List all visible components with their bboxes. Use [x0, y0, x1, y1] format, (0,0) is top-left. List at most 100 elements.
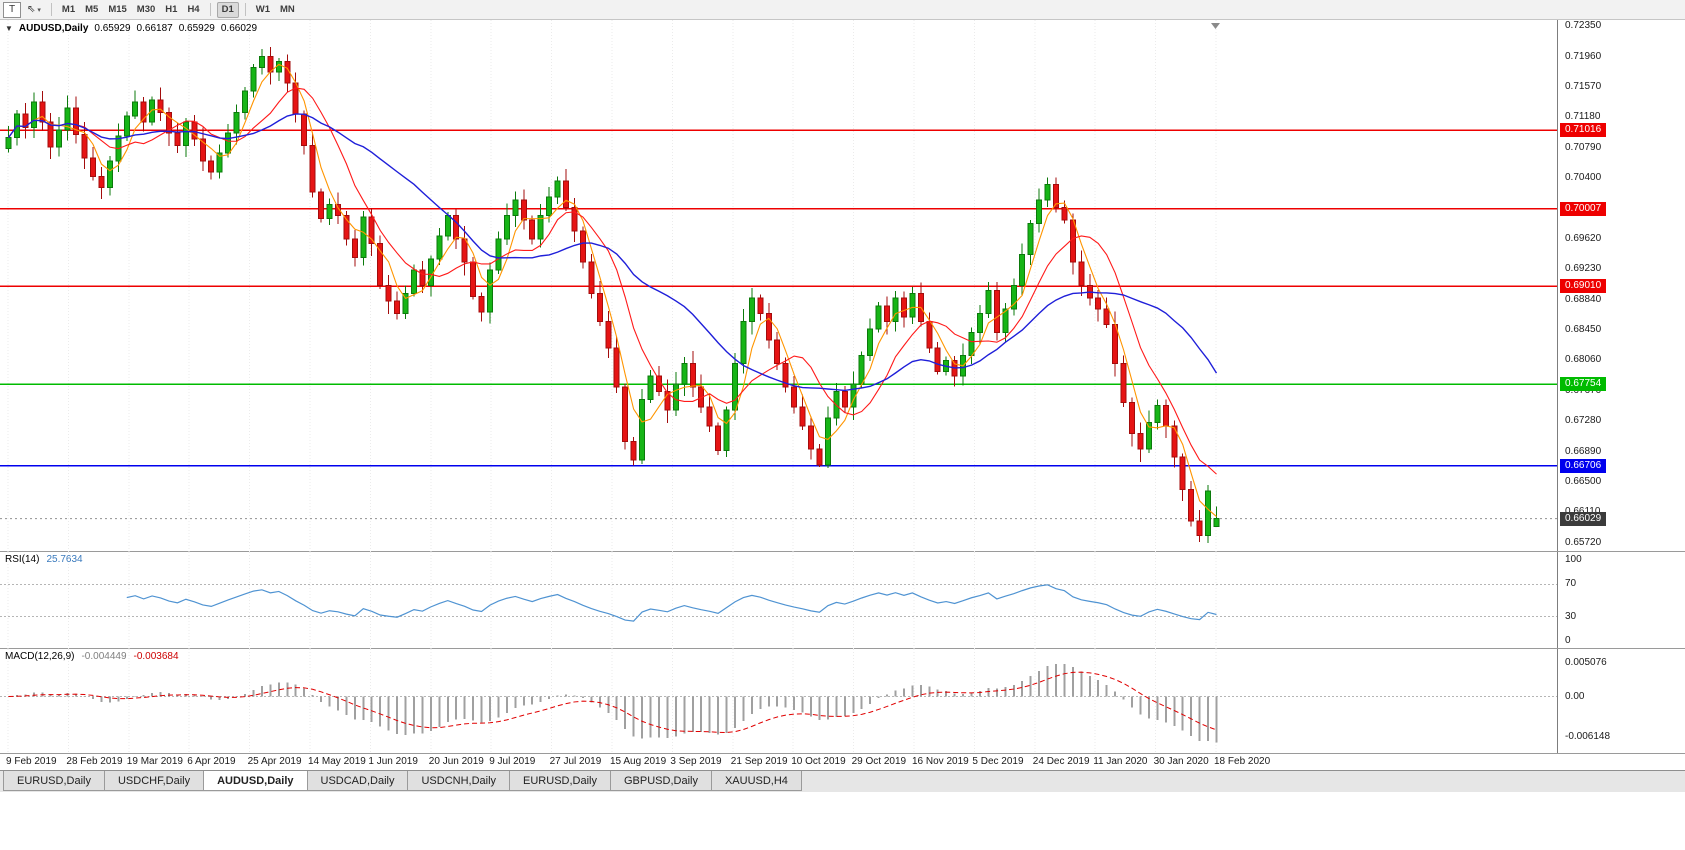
rsi-name: RSI(14) [5, 554, 40, 565]
ma-mid-red [8, 87, 1217, 475]
timeframe-group: M1 M5 M15 M30 H1 H4 D1 W1 MN [58, 1, 299, 18]
timeframe-button-mn[interactable]: MN [280, 4, 295, 15]
symbol-period-label: AUDUSD,Daily [18, 23, 89, 34]
macd-indicator-panel[interactable]: 0.005076 0.00 -0.006148 MACD(12,26,9) -0.0… [0, 649, 1685, 754]
rsi-axis-label: 100 [1565, 554, 1582, 565]
date-axis-label: 5 Dec 2019 [972, 756, 1024, 767]
price-axis-label: 0.66500 [1565, 475, 1602, 487]
macd-svg[interactable] [0, 649, 1557, 754]
timeframe-button-h4[interactable]: H4 [187, 4, 200, 15]
timeframe-button-m30[interactable]: M30 [136, 4, 156, 15]
price-axis-label: 0.72350 [1565, 20, 1602, 32]
chart-window: 0.72350 0.71960 0.71570 0.71180 0.70790 0.704… [0, 20, 1685, 770]
macd-label: MACD(12,26,9) -0.004449 -0.003684 [5, 651, 179, 662]
date-axis-label: 16 Nov 2019 [912, 756, 969, 767]
macd-axis-label: 0.00 [1565, 690, 1585, 702]
date-axis-label: 9 Jul 2019 [489, 756, 536, 767]
tab-usdcad-daily[interactable]: USDCAD,Daily [306, 771, 409, 791]
time-axis: 9 Feb 2019 28 Feb 2019 19 Mar 2019 6 Apr 20… [0, 754, 1685, 770]
low-value: 0.65929 [178, 23, 215, 34]
macd-plot[interactable] [0, 649, 1557, 754]
macd-signal-line [8, 671, 1217, 733]
price-axis-label: 0.70790 [1565, 141, 1602, 153]
high-value: 0.66187 [136, 23, 173, 34]
price-axis-label: 0.69230 [1565, 263, 1602, 275]
tab-eurusd-daily[interactable]: EURUSD,Daily [509, 771, 611, 791]
collapse-caret-icon[interactable]: ▼ [5, 24, 13, 33]
timeframe-button-m15[interactable]: M15 [108, 4, 127, 15]
current-price-badge: 0.66029 [1560, 511, 1607, 526]
level-price-badge: 0.70007 [1560, 201, 1607, 216]
timeframe-button-m1[interactable]: M1 [61, 4, 76, 15]
price-axis-label: 0.70400 [1565, 172, 1602, 184]
date-axis-label: 29 Oct 2019 [851, 756, 907, 767]
rsi-indicator-panel[interactable]: 100 70 30 0 RSI(14) 25.7634 [0, 552, 1685, 649]
cursor-tool-button[interactable]: ⇖ ▾ [23, 2, 45, 18]
tab-audusd-daily[interactable]: AUDUSD,Daily [203, 771, 308, 791]
toolbar-separator [244, 3, 246, 16]
price-axis-label: 0.71180 [1565, 111, 1601, 123]
level-price-badge: 0.66706 [1560, 458, 1607, 473]
price-axis: 0.72350 0.71960 0.71570 0.71180 0.70790 0.704… [1557, 20, 1685, 551]
date-axis-label: 28 Feb 2019 [66, 756, 123, 767]
top-toolbar: T ⇖ ▾ M1 M5 M15 M30 H1 H4 D1 W1 MN [0, 0, 1685, 20]
level-price-badge: 0.67754 [1560, 377, 1607, 392]
price-axis-label: 0.67280 [1565, 415, 1602, 427]
tab-gbpusd-daily[interactable]: GBPUSD,Daily [610, 771, 712, 791]
price-chart-panel[interactable]: 0.72350 0.71960 0.71570 0.71180 0.70790 0.704… [0, 20, 1685, 552]
rsi-line [126, 584, 1217, 622]
timeframe-button-h1[interactable]: H1 [165, 4, 178, 15]
tab-eurusd-daily[interactable]: EURUSD,Daily [3, 771, 105, 791]
rsi-plot[interactable] [0, 552, 1557, 649]
date-axis-label: 19 Mar 2019 [126, 756, 183, 767]
close-value: 0.66029 [220, 23, 258, 34]
date-axis-label: 9 Feb 2019 [6, 756, 57, 767]
date-axis-label: 24 Dec 2019 [1032, 756, 1090, 767]
date-axis-label: 11 Jan 2020 [1093, 756, 1148, 767]
date-axis-label: 21 Sep 2019 [730, 756, 788, 767]
tab-usdcnh-daily[interactable]: USDCNH,Daily [407, 771, 511, 791]
price-axis-label: 0.68840 [1565, 293, 1602, 305]
level-price-badge: 0.69010 [1560, 279, 1607, 294]
price-axis-label: 0.71960 [1565, 50, 1602, 62]
ma-fast-orange [8, 63, 1217, 517]
toolbar-separator [50, 3, 52, 16]
timeframe-button-w1[interactable]: W1 [255, 4, 270, 15]
rsi-svg[interactable] [0, 552, 1557, 649]
ma-slow-blue [7, 113, 1218, 392]
date-axis-label: 15 Aug 2019 [610, 756, 667, 767]
macd-axis: 0.005076 0.00 -0.006148 [1557, 649, 1685, 753]
macd-value: -0.004449 [81, 651, 127, 662]
macd-axis-label: 0.005076 [1565, 657, 1607, 669]
price-axis-label: 0.68450 [1565, 324, 1602, 335]
timeframe-button-d1[interactable]: D1 [216, 1, 239, 18]
price-chart-svg[interactable] [0, 20, 1557, 552]
rsi-value: 25.7634 [46, 554, 83, 565]
macd-name: MACD(12,26,9) [5, 651, 75, 662]
date-axis-label: 18 Feb 2020 [1214, 756, 1271, 767]
cursor-icon: ⇖ [27, 4, 36, 15]
chart-tab-bar: EURUSD,Daily USDCHF,Daily AUDUSD,Daily USDC… [0, 770, 1685, 792]
date-axis-label: 25 Apr 2019 [247, 756, 302, 767]
toolbar-separator [209, 3, 211, 16]
dropdown-caret-icon: ▾ [37, 6, 41, 14]
date-axis-label: 14 May 2019 [308, 756, 366, 767]
open-value: 0.65929 [94, 23, 131, 34]
tab-xauusd-h4[interactable]: XAUUSD,H4 [710, 771, 802, 791]
chart-ohlc-header: ▼ AUDUSD,Daily 0.65929 0.66187 0.65929 0… [5, 23, 257, 34]
date-axis-label: 30 Jan 2020 [1153, 756, 1209, 767]
date-axis-label: 20 Jun 2019 [428, 756, 484, 767]
candles [5, 47, 1220, 544]
price-axis-label: 0.69620 [1565, 232, 1602, 244]
timeframe-button-m5[interactable]: M5 [85, 4, 99, 15]
price-plot[interactable] [0, 20, 1557, 552]
text-tool-button[interactable]: T [3, 1, 21, 18]
tab-usdchf-daily[interactable]: USDCHF,Daily [103, 771, 205, 791]
date-axis-label: 10 Oct 2019 [791, 756, 846, 767]
rsi-axis-label: 30 [1565, 610, 1577, 622]
price-axis-label: 0.66890 [1565, 445, 1602, 457]
rsi-axis-label: 70 [1565, 578, 1577, 590]
chart-shift-marker-icon [1211, 23, 1220, 29]
date-axis-label: 6 Apr 2019 [187, 756, 236, 767]
rsi-axis-label: 0 [1565, 635, 1571, 646]
